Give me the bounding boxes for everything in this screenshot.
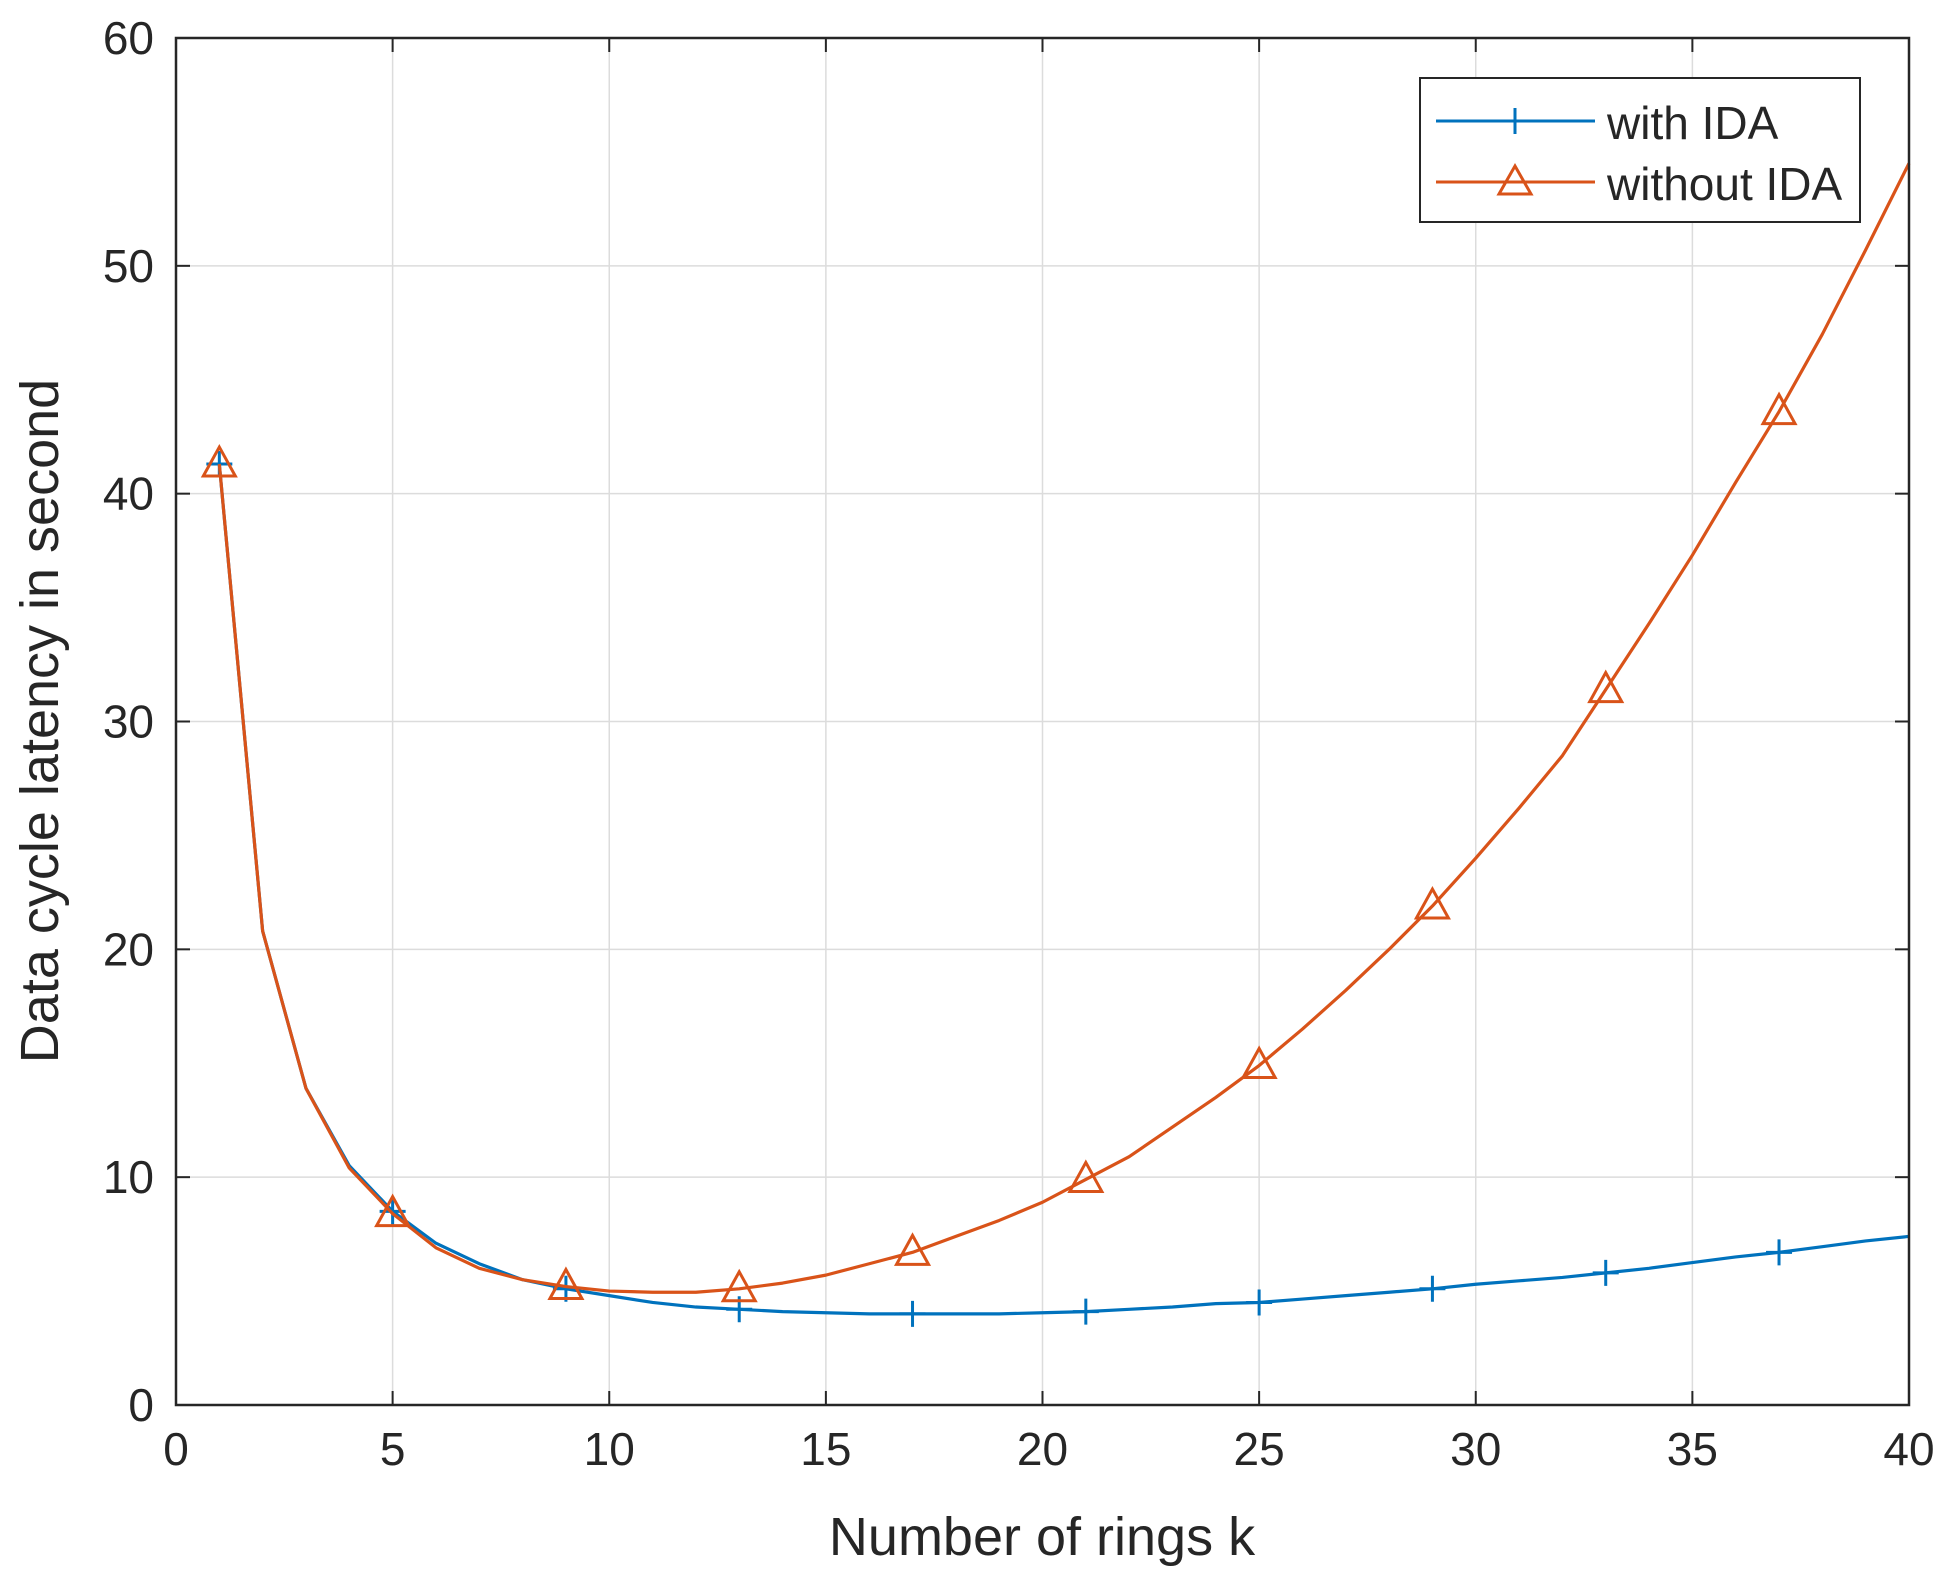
data-point-without-ida bbox=[893, 1232, 932, 1266]
legend-marker-with-ida bbox=[1502, 108, 1528, 134]
data-point-with-ida bbox=[1419, 1275, 1446, 1302]
series-line-with-ida bbox=[217, 463, 1910, 1316]
x-tick-label: 40 bbox=[1883, 1423, 1934, 1475]
data-point-without-ida bbox=[1067, 1159, 1105, 1193]
data-point-without-ida bbox=[200, 443, 238, 478]
data-point-without-ida bbox=[547, 1266, 585, 1301]
data-point-with-ida bbox=[1246, 1289, 1273, 1316]
series-line-without-ida bbox=[217, 162, 1911, 1294]
y-tick-label: 0 bbox=[128, 1379, 154, 1431]
data-point-without-ida bbox=[1240, 1045, 1278, 1080]
legend: with IDA without IDA bbox=[1419, 77, 1861, 223]
data-point-without-ida bbox=[1760, 391, 1798, 426]
data-point-with-ida bbox=[899, 1300, 926, 1327]
x-tick-label: 10 bbox=[584, 1423, 635, 1475]
series-layer bbox=[200, 162, 1911, 1327]
y-tick-label: 40 bbox=[103, 468, 154, 520]
legend-marker-without-ida bbox=[1496, 162, 1534, 196]
series-with-ida bbox=[206, 451, 1910, 1327]
x-tick-label: 25 bbox=[1234, 1423, 1285, 1475]
y-tick-label: 20 bbox=[103, 923, 154, 975]
x-tick-label: 15 bbox=[800, 1423, 851, 1475]
data-point-with-ida bbox=[1766, 1239, 1793, 1266]
series-without-ida bbox=[200, 162, 1911, 1303]
data-point-with-ida bbox=[1592, 1259, 1619, 1286]
data-point-without-ida bbox=[720, 1268, 758, 1303]
y-axis-label: Data cycle latency in second bbox=[10, 379, 70, 1063]
x-tick-label: 20 bbox=[1017, 1423, 1068, 1475]
grid-lines bbox=[176, 38, 1909, 1405]
x-tick-label: 35 bbox=[1667, 1423, 1718, 1475]
y-tick-label: 60 bbox=[103, 12, 154, 64]
legend-box bbox=[1419, 77, 1861, 223]
x-tick-label: 0 bbox=[163, 1423, 189, 1475]
x-tick-label: 30 bbox=[1450, 1423, 1501, 1475]
data-point-without-ida bbox=[1413, 885, 1451, 920]
data-point-without-ida bbox=[1587, 669, 1625, 704]
data-point-with-ida bbox=[1072, 1298, 1099, 1325]
x-axis-label: Number of rings k bbox=[829, 1507, 1256, 1567]
y-tick-label: 50 bbox=[103, 240, 154, 292]
x-tick-label: 5 bbox=[380, 1423, 406, 1475]
legend-label-without-ida: without IDA bbox=[1606, 158, 1843, 210]
legend-label-with-ida: with IDA bbox=[1606, 97, 1779, 149]
y-tick-label: 10 bbox=[103, 1151, 154, 1203]
data-point-without-ida bbox=[374, 1193, 412, 1228]
y-tick-label: 30 bbox=[103, 696, 154, 748]
axis-ticks: 0 5 10 15 20 25 30 35 40 0 10 20 30 40 50 60 bbox=[103, 12, 1935, 1475]
